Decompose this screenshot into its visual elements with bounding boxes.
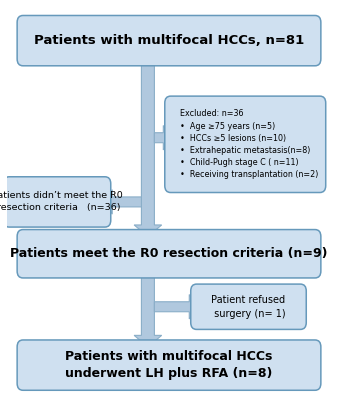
Text: Patient refused
 surgery (n= 1): Patient refused surgery (n= 1) [211, 295, 286, 318]
FancyBboxPatch shape [3, 177, 111, 227]
Polygon shape [134, 59, 162, 236]
Text: Patients meet the R0 resection criteria (n=9): Patients meet the R0 resection criteria … [10, 247, 328, 260]
Polygon shape [154, 294, 197, 319]
FancyBboxPatch shape [17, 340, 321, 390]
FancyBboxPatch shape [17, 230, 321, 278]
Polygon shape [154, 126, 171, 150]
FancyBboxPatch shape [191, 284, 306, 330]
Text: Patients with multifocal HCCs, n=81: Patients with multifocal HCCs, n=81 [34, 34, 304, 47]
Text: Patients with multifocal HCCs
underwent LH plus RFA (n=8): Patients with multifocal HCCs underwent … [65, 350, 273, 380]
Text: Excluded: n=36
•  Age ≥75 years (n=5)
•  HCCs ≥5 lesions (n=10)
•  Extrahepatic : Excluded: n=36 • Age ≥75 years (n=5) • H… [180, 110, 319, 179]
FancyBboxPatch shape [17, 16, 321, 66]
Polygon shape [134, 271, 162, 347]
Text: Patients didn’t meet the R0
 resection criteria   (n=36): Patients didn’t meet the R0 resection cr… [0, 191, 122, 212]
Polygon shape [105, 190, 141, 214]
FancyBboxPatch shape [165, 96, 326, 192]
